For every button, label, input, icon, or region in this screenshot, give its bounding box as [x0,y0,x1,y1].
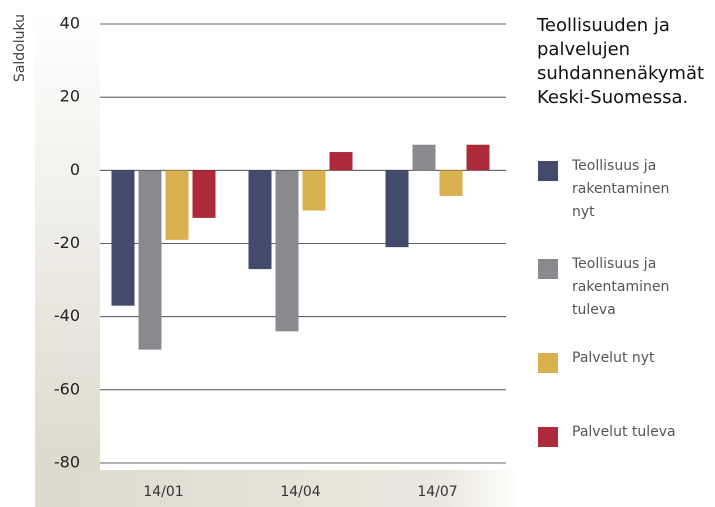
legend-swatch [538,353,558,373]
y-tick-label: -20 [54,233,80,252]
bar [165,170,189,240]
x-tick-label: 14/04 [280,484,320,500]
legend-label: Teollisuus ja rakentaminen tuleva [572,256,670,318]
legend-swatch [538,427,558,447]
y-tick-label: 20 [60,87,80,106]
axis-band [35,10,100,470]
x-tick-label: 14/07 [417,484,457,500]
bar [329,152,353,171]
legend-label: Palvelut nyt [572,350,655,366]
legend-swatch [538,259,558,279]
y-tick-label: 40 [60,14,80,33]
bar [439,170,463,196]
legend-swatch [538,161,558,181]
bar [385,170,409,248]
legend-label: Teollisuus ja rakentaminen nyt [572,158,670,220]
x-tick-label: 14/01 [143,484,183,500]
bar [192,170,216,218]
y-tick-label: -60 [54,379,80,398]
chart-title: Teollisuuden ja palvelujen suhdannenäkym… [537,15,705,108]
y-tick-label: -40 [54,306,80,325]
legend-label: Palvelut tuleva [572,424,676,440]
bar [412,144,436,171]
bar [248,170,272,270]
y-axis-label: Saldoluku [12,14,28,82]
bar [466,144,490,171]
bar [138,170,162,350]
axis-band [35,470,520,507]
bar [111,170,135,306]
y-tick-label: 0 [70,160,80,179]
bar [275,170,299,332]
bar [302,170,326,211]
y-tick-label: -80 [54,453,80,472]
